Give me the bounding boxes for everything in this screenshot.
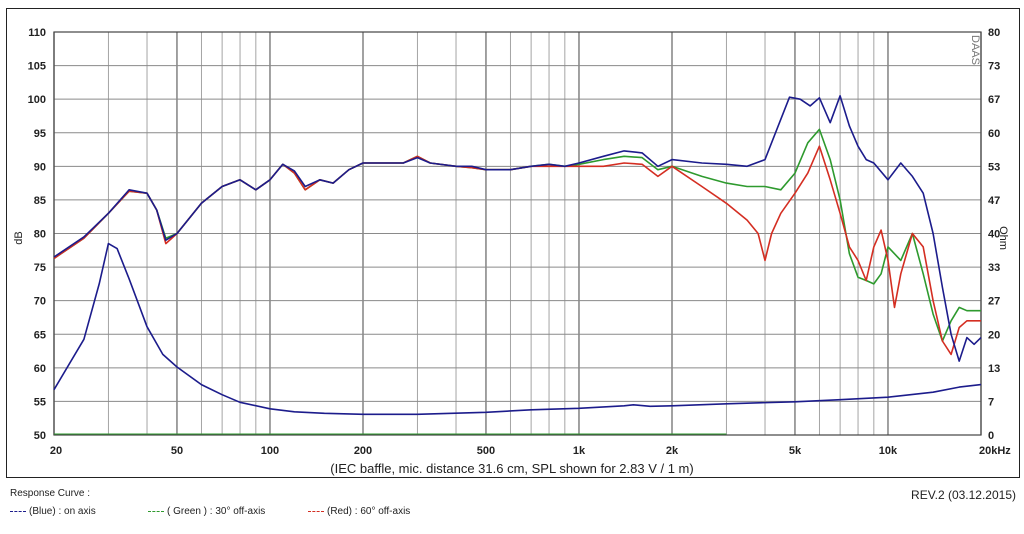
y-tick-label-left: 85 <box>34 195 46 207</box>
y-tick-label-right: 60 <box>988 128 1000 140</box>
y-tick-label-right: 0 <box>988 430 994 442</box>
y-tick-label-right: 40 <box>988 229 1000 241</box>
legend-swatch-blue <box>10 511 26 512</box>
y-tick-label-right: 47 <box>988 195 1000 207</box>
x-tick-label: 500 <box>477 445 495 457</box>
revision-label: REV.2 (03.12.2015) <box>911 488 1016 502</box>
x-tick-label: 20kHz <box>979 445 1011 457</box>
chart-frame <box>6 8 1020 478</box>
y-tick-label-left: 65 <box>34 329 46 341</box>
frequency-response-chart: DAAS 50 55 60 65 70 75 80 85 90 95 100 105 110 0 7 13 20 2… <box>13 27 1011 476</box>
x-tick-label: 50 <box>171 445 183 457</box>
x-tick-label: 10k <box>879 445 898 457</box>
y-tick-label-left: 60 <box>34 363 46 375</box>
x-tick-label: 100 <box>261 445 279 457</box>
x-tick-label: 200 <box>354 445 372 457</box>
y-tick-label-right: 80 <box>988 27 1000 39</box>
legend-swatch-red <box>308 511 324 512</box>
y-tick-label-left: 105 <box>28 61 46 73</box>
plot-border <box>53 31 982 436</box>
legend-title: Response Curve : <box>10 488 91 499</box>
watermark-text: DAAS <box>969 35 981 65</box>
y-tick-label-right: 13 <box>988 363 1000 375</box>
x-tick-label: 5k <box>789 445 802 457</box>
y-tick-label-left: 55 <box>34 396 46 408</box>
impedance-line <box>53 242 982 416</box>
legend-label-green: ( Green ) : 30° off-axis <box>167 506 266 517</box>
y-tick-label-left: 90 <box>34 161 46 173</box>
x-tick-label: 2k <box>666 445 679 457</box>
legend-item-red: (Red) : 60° off-axis <box>308 506 410 517</box>
y-tick-label-right: 33 <box>988 262 1000 274</box>
y-tick-label-left: 95 <box>34 128 46 140</box>
y-tick-label-left: 70 <box>34 296 46 308</box>
y-axis-label-left: dB <box>13 231 25 244</box>
legend-swatch-green <box>148 511 164 512</box>
x-axis-label: (IEC baffle, mic. distance 31.6 cm, SPL … <box>330 461 693 476</box>
y-tick-label-right: 67 <box>988 94 1000 106</box>
y-tick-label-right: 73 <box>988 61 1000 73</box>
y-tick-label-right: 27 <box>988 296 1000 308</box>
legend-item-green: ( Green ) : 30° off-axis <box>148 506 265 517</box>
y-tick-label-right: 53 <box>988 161 1000 173</box>
legend-item-blue: (Blue) : on axis <box>10 506 96 517</box>
y-axis-label-right: Ohm <box>997 226 1009 250</box>
legend-label-blue: (Blue) : on axis <box>29 506 96 517</box>
y-tick-label-right: 20 <box>988 329 1000 341</box>
y-tick-label-left: 80 <box>34 229 46 241</box>
y-tick-label-left: 100 <box>28 94 46 106</box>
series-group <box>53 95 982 416</box>
series-line-blue <box>53 95 982 362</box>
y-tick-label-left: 50 <box>34 430 46 442</box>
y-tick-label-left: 75 <box>34 262 46 274</box>
y-tick-label-right: 7 <box>988 396 994 408</box>
y-tick-label-left: 110 <box>28 27 46 39</box>
x-tick-label: 1k <box>573 445 586 457</box>
x-tick-label: 20 <box>50 445 62 457</box>
legend-label-red: (Red) : 60° off-axis <box>327 506 411 517</box>
